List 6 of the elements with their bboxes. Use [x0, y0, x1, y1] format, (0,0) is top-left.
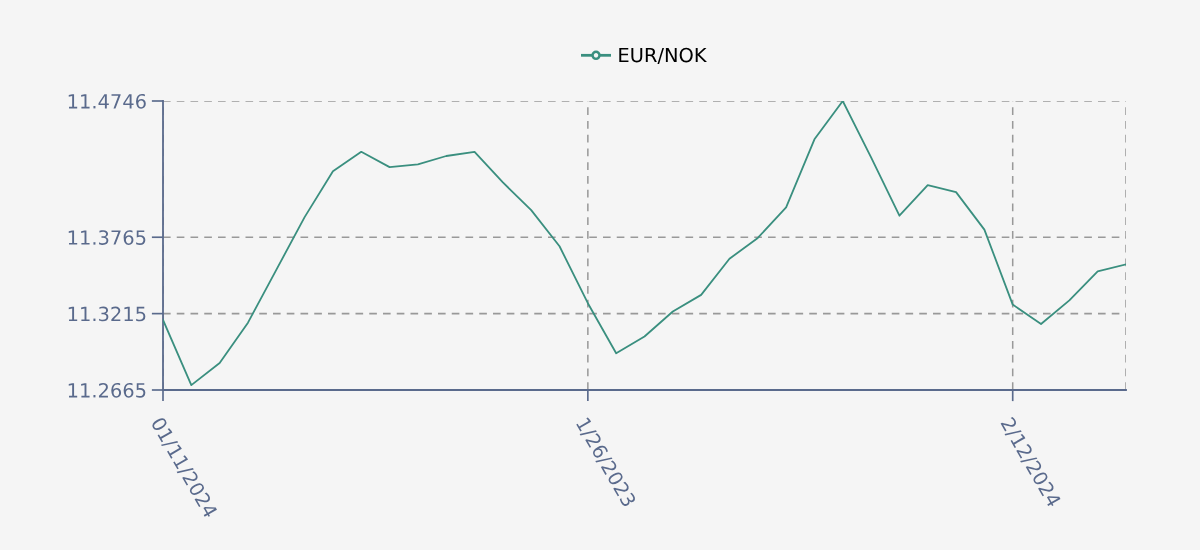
y-tick-label: 11.3215 [68, 306, 146, 322]
legend-label: EUR/NOK [619, 47, 707, 64]
y-tick-label: 11.3765 [68, 230, 146, 245]
line-series [163, 101, 1126, 387]
y-tick-label: 11.2665 [68, 382, 146, 398]
y-tick-label: 11.4746 [68, 93, 146, 109]
